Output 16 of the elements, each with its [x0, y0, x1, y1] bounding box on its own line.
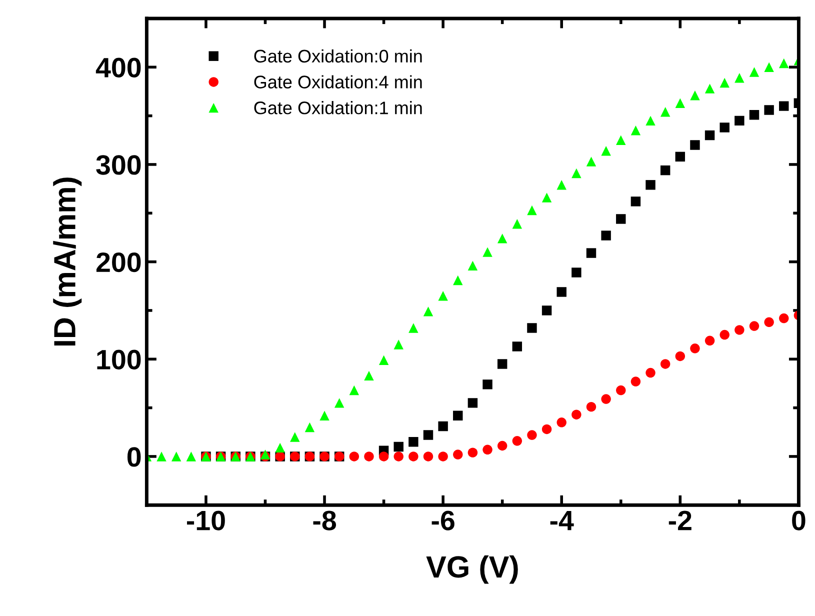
legend-label: Gate Oxidation:0 min — [254, 49, 422, 63]
x-tick-label: -4 — [550, 511, 574, 530]
y-tick-label: 0 — [127, 447, 141, 467]
y-tick-label: 400 — [96, 58, 141, 78]
y-tick-label: 200 — [96, 252, 141, 272]
y-tick-label: 100 — [97, 350, 141, 370]
x-tick-label: -8 — [313, 510, 336, 530]
legend-label: Gate Oxidation:4 min — [254, 75, 422, 88]
legend-label: Gate Oxidation:1 min — [254, 101, 422, 114]
x-tick-label: -6 — [432, 510, 454, 530]
y-axis-title: ID (mA/mm) — [53, 178, 82, 346]
y-tick-label: 300 — [96, 155, 141, 175]
x-tick-label: -2 — [668, 510, 692, 530]
x-tick-label: 0 — [792, 510, 806, 530]
x-axis-title: VG (V) — [426, 555, 518, 584]
x-tick-label: -10 — [186, 510, 225, 530]
